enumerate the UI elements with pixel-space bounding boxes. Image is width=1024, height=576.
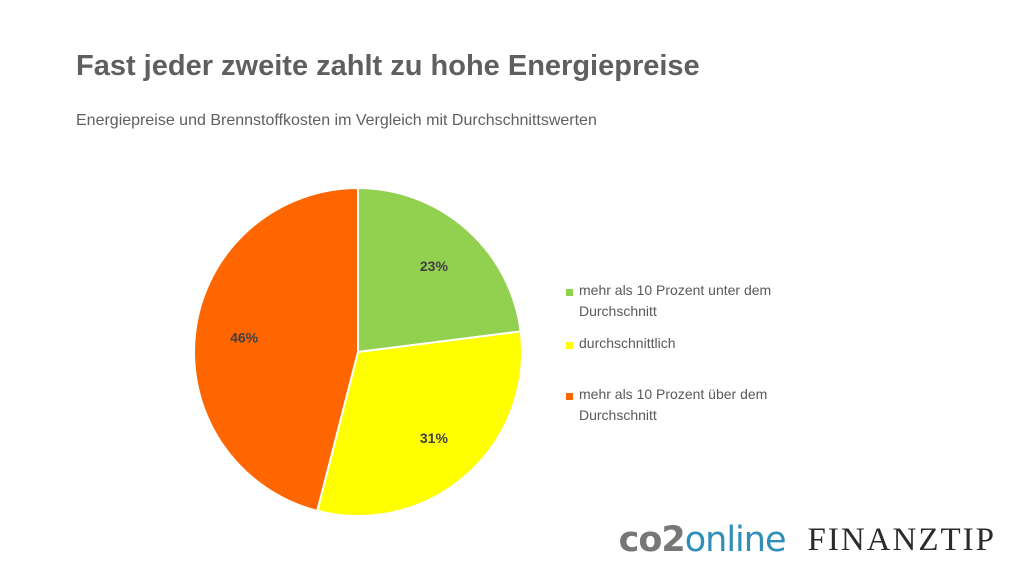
legend-item-average: durchschnittlich [566, 335, 826, 354]
legend-label-average: durchschnittlich [579, 335, 676, 351]
legend-item-below-average: mehr als 10 Prozent unter dem Durchschni… [566, 282, 826, 322]
co2online-logo-prefix: co2 [618, 520, 686, 560]
legend-swatch-below-average [566, 289, 573, 296]
pie-label-above-average: 46% [230, 330, 259, 346]
pie-slice-below-average [357, 186, 522, 354]
page-subtitle: Energiepreise und Brennstoffkosten im Ve… [76, 112, 597, 129]
finanztip-logo: FINANZTIP [807, 522, 996, 558]
legend-item-above-average: mehr als 10 Prozent über dem Durchschnit… [566, 386, 826, 426]
pie-slice-average [315, 330, 523, 517]
pie-chart: 23% 31% 46% [193, 186, 523, 517]
co2online-logo-suffix: online [684, 520, 787, 560]
legend-swatch-average [566, 342, 573, 349]
page-title: Fast jeder zweite zahlt zu hohe Energiep… [76, 50, 700, 82]
co2online-logo: co2online [618, 520, 787, 560]
pie-label-below-average: 23% [420, 258, 449, 274]
legend-label-below-average: mehr als 10 Prozent unter dem Durchschni… [579, 282, 772, 319]
logos: co2online FINANZTIP [619, 520, 996, 560]
pie-slice-above-average [193, 186, 359, 513]
legend-swatch-above-average [566, 393, 573, 400]
pie-label-average: 31% [420, 430, 449, 446]
legend-label-above-average: mehr als 10 Prozent über dem Durchschnit… [579, 386, 768, 423]
